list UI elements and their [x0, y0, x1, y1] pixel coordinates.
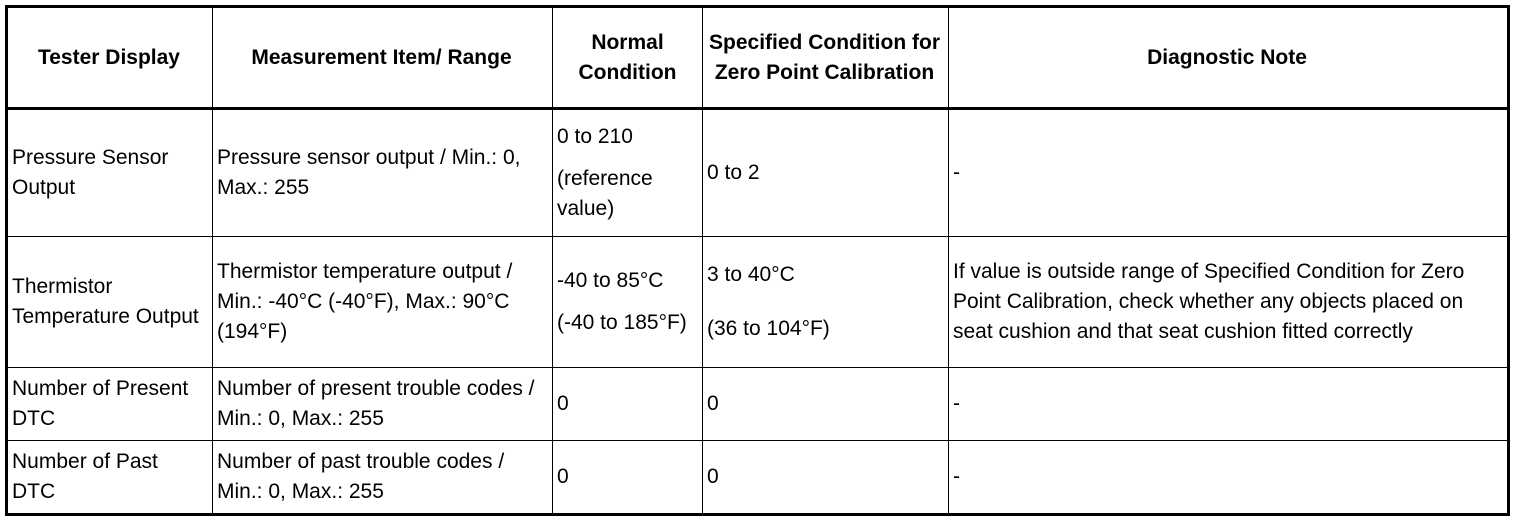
normal-note: (reference value): [557, 167, 653, 220]
header-normal-condition: Normal Condition: [552, 6, 703, 110]
spacer: [557, 152, 696, 164]
cell-normal-condition: 0: [552, 440, 703, 515]
cell-diagnostic-note: If value is outside range of Specified C…: [948, 236, 1509, 368]
specified-value: 3 to 40°C: [707, 263, 795, 286]
table-row: Thermistor Temperature Output Thermistor…: [6, 236, 1509, 368]
cell-normal-condition: -40 to 85°C (-40 to 185°F): [552, 236, 703, 368]
header-row: Tester Display Measurement Item/ Range N…: [6, 6, 1509, 110]
cell-diagnostic-note: -: [948, 367, 1509, 441]
normal-note: (-40 to 185°F): [557, 311, 687, 334]
cell-diagnostic-note: -: [948, 440, 1509, 515]
cell-specified-condition: 0: [702, 367, 949, 441]
header-diagnostic-note: Diagnostic Note: [948, 6, 1509, 110]
cell-specified-condition: 0: [702, 440, 949, 515]
data-list-table: Tester Display Measurement Item/ Range N…: [5, 5, 1510, 516]
table-row: Number of Present DTC Number of present …: [6, 367, 1509, 441]
normal-value: -40 to 85°C: [557, 269, 664, 292]
cell-specified-condition: 0 to 2: [702, 108, 949, 237]
cell-tester-display: Thermistor Temperature Output: [6, 236, 213, 368]
cell-normal-condition: 0: [552, 367, 703, 441]
cell-normal-condition: 0 to 210 (reference value): [552, 108, 703, 237]
specified-note: (36 to 104°F): [707, 317, 830, 340]
spacer: [707, 290, 942, 314]
cell-tester-display: Pressure Sensor Output: [6, 108, 213, 237]
header-measurement-item: Measurement Item/ Range: [212, 6, 553, 110]
header-specified-condition: Specified Condition for Zero Point Calib…: [702, 6, 949, 110]
table-row: Pressure Sensor Output Pressure sensor o…: [6, 108, 1509, 237]
cell-measurement: Thermistor temperature output / Min.: -4…: [212, 236, 553, 368]
cell-diagnostic-note: -: [948, 108, 1509, 237]
cell-tester-display: Number of Present DTC: [6, 367, 213, 441]
table-header: Tester Display Measurement Item/ Range N…: [6, 6, 1509, 110]
cell-measurement: Number of past trouble codes / Min.: 0, …: [212, 440, 553, 515]
cell-measurement: Number of present trouble codes / Min.: …: [212, 367, 553, 441]
normal-value: 0 to 210: [557, 125, 633, 148]
cell-specified-condition: 3 to 40°C (36 to 104°F): [702, 236, 949, 368]
table-body: Pressure Sensor Output Pressure sensor o…: [6, 108, 1509, 515]
table-row: Number of Past DTC Number of past troubl…: [6, 440, 1509, 515]
header-tester-display: Tester Display: [6, 6, 213, 110]
cell-tester-display: Number of Past DTC: [6, 440, 213, 515]
spacer: [557, 296, 696, 308]
cell-measurement: Pressure sensor output / Min.: 0, Max.: …: [212, 108, 553, 237]
